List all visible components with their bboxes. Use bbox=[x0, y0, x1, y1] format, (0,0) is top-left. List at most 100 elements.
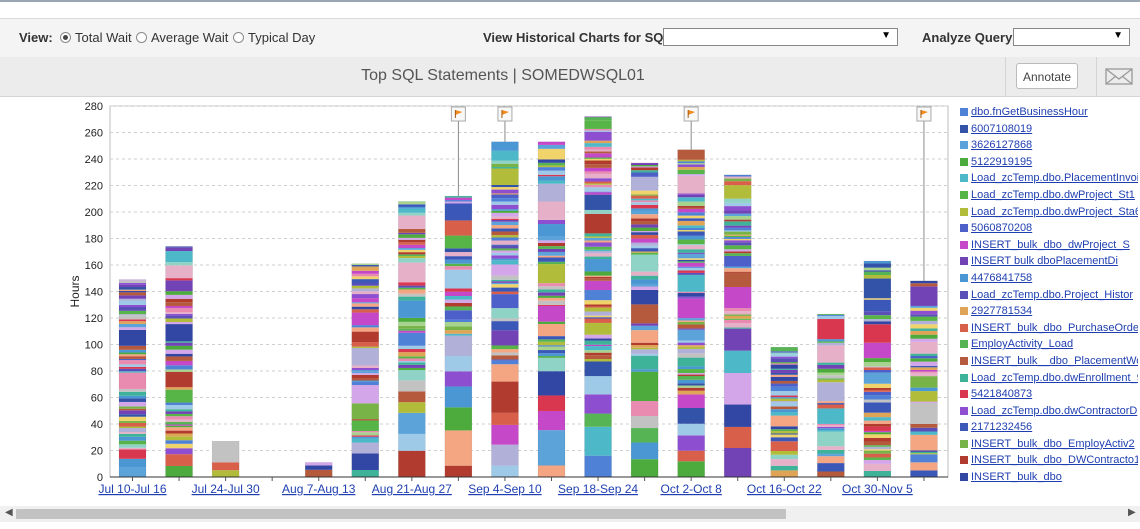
legend-label[interactable]: INSERT_bulk_dbo_DWContracto1 bbox=[971, 454, 1138, 467]
legend-label[interactable]: 5421840873 bbox=[971, 388, 1033, 401]
bar-segment bbox=[817, 339, 845, 342]
legend-item[interactable]: EmployActivity_Load bbox=[960, 337, 1138, 354]
legend-label[interactable]: 2927781534 bbox=[971, 305, 1033, 318]
legend-swatch bbox=[960, 224, 968, 233]
legend-item[interactable]: 2927781534 bbox=[960, 304, 1138, 321]
legend-label[interactable]: 2171232456 bbox=[971, 421, 1033, 434]
legend-item[interactable]: Load_zcTemp.dbo.PlacementInvoi bbox=[960, 171, 1138, 188]
bar-segment bbox=[351, 288, 379, 292]
bar-segment bbox=[398, 328, 426, 331]
x-tick-label[interactable]: Aug 21-Aug 27 bbox=[372, 482, 452, 496]
legend-label[interactable]: INSERT_bulk_dbo bbox=[971, 471, 1062, 484]
legend-item[interactable]: 6007108019 bbox=[960, 122, 1138, 139]
radio-typical-day[interactable] bbox=[233, 32, 244, 43]
bar-segment bbox=[538, 236, 565, 241]
scroll-left-icon[interactable]: ◀ bbox=[5, 507, 13, 518]
legend-swatch bbox=[960, 257, 968, 266]
legend-item[interactable]: INSERT_bulk_dbo_dwProject_S bbox=[960, 238, 1138, 255]
x-tick-label[interactable]: Jul 24-Jul 30 bbox=[192, 482, 260, 496]
scrollbar-thumb[interactable] bbox=[16, 509, 786, 519]
legend-label[interactable]: Load_zcTemp.dbo.dwProject_St1 bbox=[971, 188, 1135, 201]
bar-segment bbox=[910, 358, 938, 362]
legend-item[interactable]: INSERT_bulk_dbo_EmployActiv2 bbox=[960, 437, 1138, 454]
bar-segment bbox=[724, 174, 752, 177]
legend-label[interactable]: INSERT_bulk_dbo_dwProject_S bbox=[971, 238, 1130, 251]
legend-label[interactable]: Load_zcTemp.dbo.Project_Histor bbox=[971, 288, 1134, 301]
legend-item[interactable]: INSERT_bulk_dbo_PurchaseOrder bbox=[960, 321, 1138, 338]
legend-item[interactable]: Load_zcTemp.dbo.dwProject_Sta6 bbox=[960, 205, 1138, 222]
bar-segment bbox=[677, 235, 705, 240]
annotate-button[interactable]: Annotate bbox=[1016, 63, 1078, 89]
legend-item[interactable]: INSERT bulk dboPlacementDi bbox=[960, 254, 1138, 271]
legend-item[interactable]: 3626127868 bbox=[960, 138, 1138, 155]
legend-label[interactable]: dbo.fnGetBusinessHour bbox=[971, 106, 1088, 118]
bar-segment bbox=[631, 167, 659, 171]
legend-label[interactable]: Load_zcTemp.dbo.dwContractorD bbox=[971, 404, 1138, 417]
legend-label[interactable]: Load_zcTemp.dbo.PlacementInvoi bbox=[971, 172, 1138, 185]
y-tick-label: 200 bbox=[85, 207, 103, 219]
view-option-total-wait[interactable]: Total Wait bbox=[60, 30, 132, 45]
bar-segment bbox=[491, 260, 519, 265]
horizontal-scrollbar[interactable]: ◀ ▶ bbox=[0, 506, 1140, 522]
bar-segment bbox=[119, 298, 146, 301]
bar-segment bbox=[165, 246, 193, 248]
radio-average-wait[interactable] bbox=[136, 32, 147, 43]
scroll-right-icon[interactable]: ▶ bbox=[1128, 507, 1136, 518]
legend-item[interactable]: INSERT_bulk_dbo_DWContracto1 bbox=[960, 453, 1138, 470]
legend-item[interactable]: dbo.fnGetBusinessHour bbox=[960, 105, 1138, 122]
legend-item[interactable]: Load_zcTemp.dbo.dwContractorD bbox=[960, 404, 1138, 421]
analyze-query-select[interactable]: ▼ bbox=[1013, 28, 1130, 46]
legend-label[interactable]: EmployActivity_Load bbox=[971, 338, 1074, 351]
x-tick-label[interactable]: Aug 7-Aug 13 bbox=[282, 482, 356, 496]
bar-segment bbox=[491, 359, 519, 361]
legend-item[interactable]: 5060870208 bbox=[960, 221, 1138, 238]
bar-segment bbox=[491, 204, 519, 210]
legend-label[interactable]: 5060870208 bbox=[971, 222, 1033, 235]
bar-segment bbox=[863, 426, 891, 431]
legend-label[interactable]: INSERT_bulk_dbo_PurchaseOrder bbox=[971, 321, 1138, 334]
legend-label[interactable]: Load_zcTemp.dbo.dwProject_Sta6 bbox=[971, 205, 1138, 218]
x-tick-label[interactable]: Oct 30-Nov 5 bbox=[842, 482, 913, 496]
legend-item[interactable]: 2171232456 bbox=[960, 420, 1138, 437]
bar-segment bbox=[351, 327, 379, 332]
bar-segment bbox=[584, 271, 612, 276]
x-tick-label[interactable]: Oct 16-Oct 22 bbox=[747, 482, 822, 496]
bar-segment bbox=[631, 275, 659, 280]
y-tick-label: 140 bbox=[85, 287, 103, 299]
legend-label[interactable]: INSERT bulk dboPlacementDi bbox=[971, 255, 1118, 268]
legend-item[interactable]: Load_zcTemp.dbo.dwEnrollment_9 bbox=[960, 371, 1138, 388]
legend-label[interactable]: 4476841758 bbox=[971, 271, 1033, 284]
x-tick-label[interactable]: Oct 2-Oct 8 bbox=[660, 482, 722, 496]
bar-segment bbox=[351, 378, 379, 381]
legend-label[interactable]: 5122919195 bbox=[971, 155, 1033, 168]
bar-segment bbox=[491, 349, 519, 353]
historical-sql-select[interactable]: ▼ bbox=[663, 28, 898, 46]
legend-item[interactable]: 4476841758 bbox=[960, 271, 1138, 288]
view-label: View: bbox=[19, 30, 53, 45]
legend-label[interactable]: INSERT_bulk__dbo_PlacementWo bbox=[971, 354, 1138, 367]
bar-segment bbox=[584, 149, 612, 152]
x-tick-label[interactable]: Sep 4-Sep 10 bbox=[468, 482, 542, 496]
radio-total-wait[interactable] bbox=[60, 32, 71, 43]
x-tick-label[interactable]: Sep 18-Sep 24 bbox=[558, 482, 638, 496]
view-option-typical-day[interactable]: Typical Day bbox=[233, 30, 315, 45]
bar-segment bbox=[910, 423, 938, 428]
x-tick-label[interactable]: Jul 10-Jul 16 bbox=[98, 482, 166, 496]
legend-label[interactable]: INSERT_bulk_dbo_EmployActiv2 bbox=[971, 437, 1135, 450]
legend-item[interactable]: 5122919195 bbox=[960, 155, 1138, 172]
email-button[interactable] bbox=[1096, 57, 1140, 96]
legend-item[interactable]: INSERT_bulk__dbo_PlacementWo bbox=[960, 354, 1138, 371]
bar-segment bbox=[677, 270, 705, 273]
legend-label[interactable]: 6007108019 bbox=[971, 122, 1033, 135]
legend-item[interactable]: Load_zcTemp.dbo.Project_Histor bbox=[960, 288, 1138, 305]
bar-segment bbox=[677, 212, 705, 216]
legend-label[interactable]: 3626127868 bbox=[971, 139, 1033, 152]
legend-label[interactable]: Load_zcTemp.dbo.dwEnrollment_9 bbox=[971, 371, 1138, 384]
bar-segment bbox=[538, 180, 565, 184]
bar-segment bbox=[724, 240, 752, 243]
legend-item[interactable]: 5421840873 bbox=[960, 387, 1138, 404]
view-option-average-wait[interactable]: Average Wait bbox=[136, 30, 228, 45]
bar-segment bbox=[677, 450, 705, 462]
legend-item[interactable]: INSERT_bulk_dbo bbox=[960, 470, 1138, 487]
legend-item[interactable]: Load_zcTemp.dbo.dwProject_St1 bbox=[960, 188, 1138, 205]
